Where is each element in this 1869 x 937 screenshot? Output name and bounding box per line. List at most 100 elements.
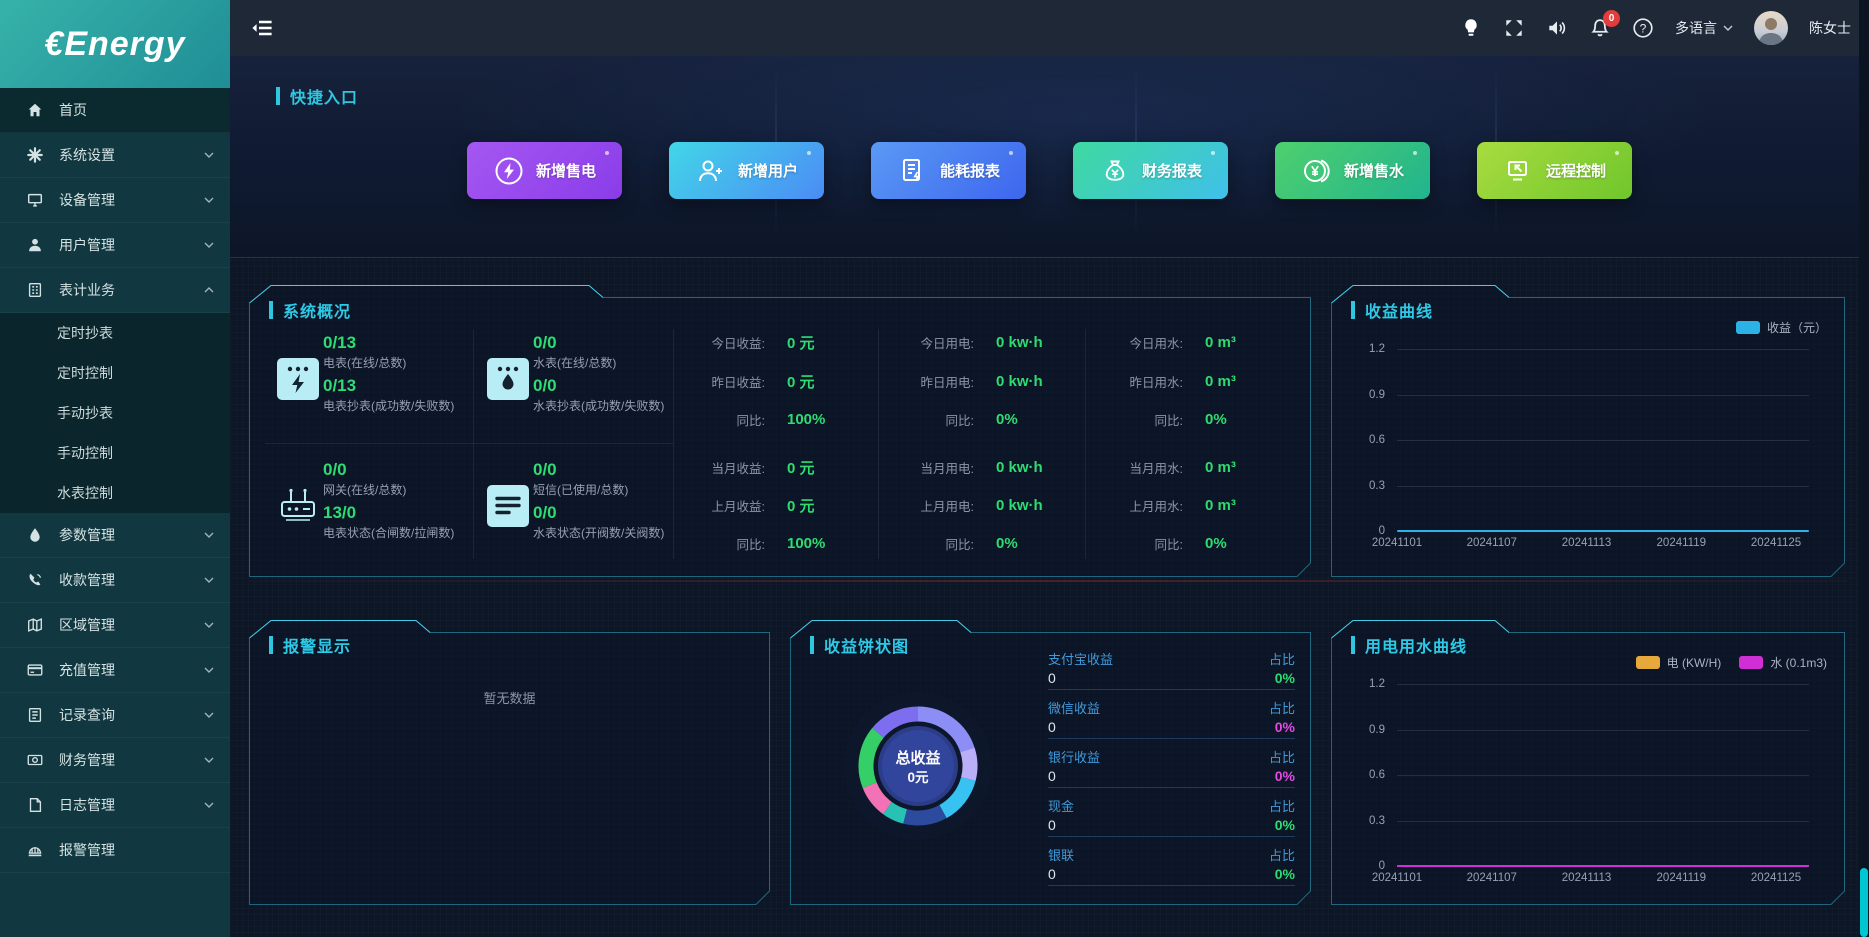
title-accent <box>810 636 814 654</box>
remote-screen-icon <box>1503 155 1535 187</box>
meter-label: 短信(已使用/总数) <box>533 483 629 497</box>
stat-value: 0 kw·h <box>996 372 1043 390</box>
title-accent <box>276 87 280 105</box>
panel-title: 用电用水曲线 <box>1351 633 1467 657</box>
chart-plot-area <box>1397 349 1809 532</box>
pie-ratio-label: 占比 <box>1268 651 1295 667</box>
stat-label: 同比: <box>1154 413 1183 428</box>
remote-control-button[interactable]: 远程控制 <box>1477 142 1632 199</box>
new-user-button[interactable]: 新增用户 <box>669 142 824 199</box>
background-divider <box>249 580 1847 582</box>
energy-report-button[interactable]: 能耗报表 <box>871 142 1026 199</box>
sidebar-toggle-icon[interactable] <box>250 16 274 40</box>
gridline <box>1397 349 1809 350</box>
sidebar-item-home[interactable]: 首页 <box>0 88 230 133</box>
help-icon[interactable]: ? <box>1632 17 1654 39</box>
sidebar-item-meter-business[interactable]: 表计业务 <box>0 268 230 313</box>
new-water-sale-button[interactable]: 新增售水 <box>1275 142 1430 199</box>
quick-button-label: 新增售电 <box>535 163 596 180</box>
submenu-label: 定时抄表 <box>57 325 113 341</box>
topbar: 0 ? 多语言 陈女士 <box>230 0 1869 56</box>
sidebar-item-payment-management[interactable]: 收款管理 <box>0 558 230 603</box>
submenu-label: 水表控制 <box>57 485 113 501</box>
stat-label: 当月用电: <box>920 461 974 476</box>
stat-label: 上月用水: <box>1129 499 1183 514</box>
sidebar-subitem-manual-reading[interactable]: 手动抄表 <box>0 393 230 433</box>
quick-entry-title: 快捷入口 <box>276 84 358 108</box>
gateway-icon <box>277 485 319 527</box>
gridline <box>1397 440 1809 441</box>
sidebar-subitem-manual-control[interactable]: 手动控制 <box>0 433 230 473</box>
meter-icon <box>26 281 44 299</box>
pie-item-ratio: 0% <box>1274 865 1295 882</box>
row-divider <box>265 443 673 444</box>
quick-button-label: 远程控制 <box>1545 163 1606 180</box>
fullscreen-icon[interactable] <box>1503 17 1525 39</box>
gridline <box>1397 684 1809 685</box>
sidebar-item-user-management[interactable]: 用户管理 <box>0 223 230 268</box>
report-icon <box>897 155 929 187</box>
bell-icon[interactable]: 0 <box>1589 10 1620 39</box>
new-electricity-sale-button[interactable]: 新增售电 <box>467 142 622 199</box>
legend-item[interactable]: 水 (0.1m3) <box>1739 654 1827 671</box>
sidebar-item-finance-management[interactable]: 财务管理 <box>0 738 230 783</box>
quick-entry-row: 新增售电 新增用户 能耗报表 财务报表 新增售水 <box>230 142 1869 199</box>
x-tick-label: 20241119 <box>1656 537 1706 549</box>
sidebar-item-record-query[interactable]: 记录查询 <box>0 693 230 738</box>
pie-item-label: 银行收益 <box>1048 749 1101 765</box>
sidebar-item-parameter-management[interactable]: 参数管理 <box>0 513 230 558</box>
lightbulb-icon[interactable] <box>1460 17 1482 39</box>
sidebar-item-label: 用户管理 <box>59 237 115 253</box>
brand-logo-text: €Energy <box>44 24 186 63</box>
sidebar-item-alarm-management[interactable]: 报警管理 <box>0 828 230 873</box>
column-divider <box>878 329 879 559</box>
sidebar-subitem-scheduled-reading[interactable]: 定时抄表 <box>0 313 230 353</box>
scrollbar-track[interactable] <box>1859 0 1869 937</box>
meter-label: 电表状态(合闸数/拉闸数) <box>323 526 455 540</box>
meter-value: 0/0 <box>323 460 347 479</box>
sidebar-item-device-management[interactable]: 设备管理 <box>0 178 230 223</box>
avatar[interactable] <box>1754 11 1788 45</box>
chevron-down-icon <box>204 577 214 583</box>
language-selector[interactable]: 多语言 <box>1675 18 1733 38</box>
scrollbar-thumb[interactable] <box>1860 868 1868 937</box>
sidebar-item-recharge-management[interactable]: 充值管理 <box>0 648 230 693</box>
y-tick-label: 0.6 <box>1369 769 1385 781</box>
quick-button-label: 能耗报表 <box>939 163 1000 180</box>
legend-label: 电 (KW/H) <box>1666 656 1722 670</box>
stat-value: 0 m³ <box>1205 458 1236 476</box>
decorative-dot <box>1211 151 1215 155</box>
chevron-down-icon <box>204 622 214 628</box>
sidebar-submenu-meter-business: 定时抄表 定时控制 手动抄表 手动控制 水表控制 <box>0 313 230 513</box>
revenue-stats-column: 今日收益: 0 元 昨日收益: 0 元 同比: 100% 当月收益: 0 元 上月收益:… <box>673 285 878 577</box>
phone-icon <box>26 571 44 589</box>
sidebar-item-label: 设备管理 <box>59 192 115 208</box>
sidebar-subitem-water-meter-control[interactable]: 水表控制 <box>0 473 230 513</box>
user-name[interactable]: 陈女士 <box>1809 20 1851 36</box>
empty-state-text: 暂无数据 <box>483 691 536 706</box>
decorative-dot <box>807 151 811 155</box>
decorative-dot <box>1009 151 1013 155</box>
stat-label: 同比: <box>736 537 765 552</box>
x-tick-label: 20241119 <box>1656 872 1706 884</box>
speaker-icon[interactable] <box>1546 17 1568 39</box>
meter-value: 0/0 <box>533 460 557 479</box>
sidebar-item-area-management[interactable]: 区域管理 <box>0 603 230 648</box>
sidebar-item-system-settings[interactable]: 系统设置 <box>0 133 230 178</box>
x-tick-label: 20241101 <box>1371 872 1423 884</box>
sidebar-item-label: 记录查询 <box>59 707 115 723</box>
legend-item[interactable]: 收益（元） <box>1735 319 1827 336</box>
panel-title-text: 报警显示 <box>283 639 352 656</box>
sidebar-item-label: 表计业务 <box>59 282 115 298</box>
sidebar-item-log-management[interactable]: 日志管理 <box>0 783 230 828</box>
legend-swatch <box>1739 656 1764 669</box>
sidebar-subitem-scheduled-control[interactable]: 定时控制 <box>0 353 230 393</box>
money-bag-icon <box>1099 155 1131 187</box>
legend-item[interactable]: 电 (KW/H) <box>1635 654 1722 671</box>
pie-item-value: 0 <box>1048 669 1056 686</box>
finance-report-button[interactable]: 财务报表 <box>1073 142 1228 199</box>
y-tick-label: 0.6 <box>1369 434 1385 446</box>
hero-banner: 快捷入口 新增售电 新增用户 能耗报表 财务报表 <box>230 56 1869 258</box>
sidebar-item-label: 收款管理 <box>59 572 115 588</box>
quick-button-label: 新增用户 <box>737 163 798 180</box>
